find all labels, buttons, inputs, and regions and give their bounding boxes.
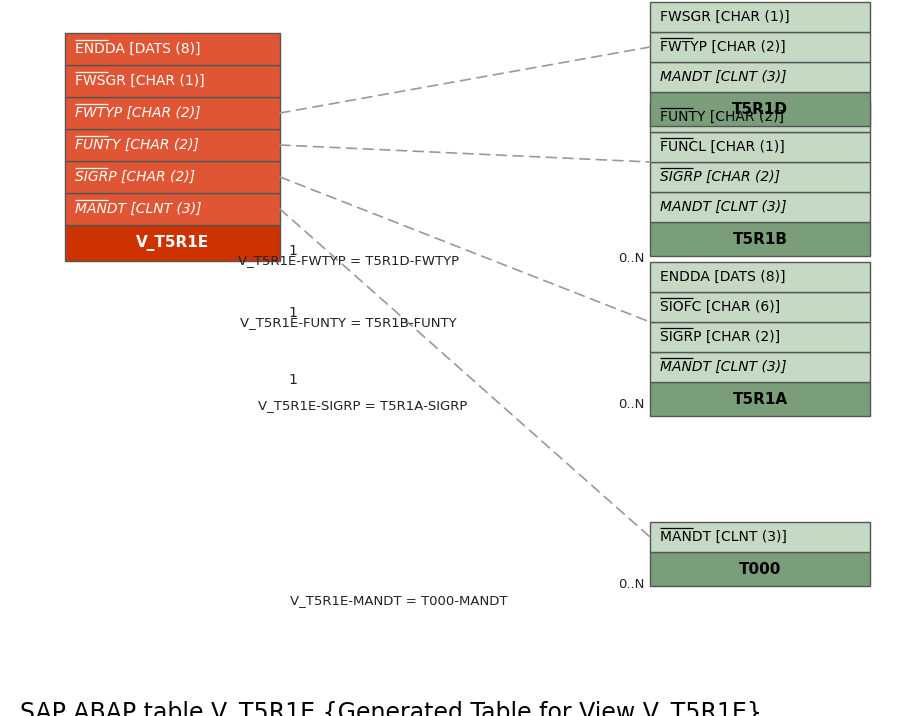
Bar bbox=[65, 97, 280, 129]
Text: MANDT [CLNT (3)]: MANDT [CLNT (3)] bbox=[75, 202, 202, 216]
Text: V_T5R1E-SIGRP = T5R1A-SIGRP: V_T5R1E-SIGRP = T5R1A-SIGRP bbox=[258, 400, 467, 412]
Text: T000: T000 bbox=[739, 561, 781, 576]
Bar bbox=[650, 102, 870, 132]
Text: FWSGR [CHAR (1)]: FWSGR [CHAR (1)] bbox=[75, 74, 204, 88]
Text: T5R1D: T5R1D bbox=[732, 102, 788, 117]
Bar bbox=[650, 382, 870, 416]
Text: SIGRP [CHAR (2)]: SIGRP [CHAR (2)] bbox=[660, 330, 780, 344]
Text: V_T5R1E-MANDT = T000-MANDT: V_T5R1E-MANDT = T000-MANDT bbox=[290, 594, 508, 607]
Bar bbox=[65, 65, 280, 97]
Text: MANDT [CLNT (3)]: MANDT [CLNT (3)] bbox=[660, 200, 787, 214]
Bar bbox=[650, 322, 870, 352]
Bar bbox=[650, 552, 870, 586]
Bar bbox=[650, 162, 870, 192]
Bar bbox=[65, 225, 280, 261]
Bar bbox=[65, 193, 280, 225]
Bar bbox=[650, 222, 870, 256]
Text: 0..N: 0..N bbox=[618, 251, 644, 264]
Text: MANDT [CLNT (3)]: MANDT [CLNT (3)] bbox=[660, 360, 787, 374]
Text: 1: 1 bbox=[288, 306, 297, 320]
Text: FWTYP [CHAR (2)]: FWTYP [CHAR (2)] bbox=[660, 40, 786, 54]
Text: 0..N: 0..N bbox=[618, 579, 644, 591]
Text: SIGRP [CHAR (2)]: SIGRP [CHAR (2)] bbox=[660, 170, 780, 184]
Text: FWSGR [CHAR (1)]: FWSGR [CHAR (1)] bbox=[660, 10, 789, 24]
Text: MANDT [CLNT (3)]: MANDT [CLNT (3)] bbox=[660, 530, 787, 544]
Text: FUNTY [CHAR (2)]: FUNTY [CHAR (2)] bbox=[660, 110, 784, 124]
Bar bbox=[65, 161, 280, 193]
Text: V_T5R1E: V_T5R1E bbox=[136, 235, 209, 251]
Bar bbox=[650, 132, 870, 162]
Text: SIGRP [CHAR (2)]: SIGRP [CHAR (2)] bbox=[75, 170, 195, 184]
Bar bbox=[650, 92, 870, 126]
Text: FUNCL [CHAR (1)]: FUNCL [CHAR (1)] bbox=[660, 140, 785, 154]
Text: 0..N: 0..N bbox=[618, 397, 644, 410]
Bar bbox=[650, 62, 870, 92]
Bar bbox=[650, 522, 870, 552]
Text: SIOFC [CHAR (6)]: SIOFC [CHAR (6)] bbox=[660, 300, 780, 314]
Text: FUNTY [CHAR (2)]: FUNTY [CHAR (2)] bbox=[75, 138, 199, 152]
Bar bbox=[650, 192, 870, 222]
Text: ENDDA [DATS (8)]: ENDDA [DATS (8)] bbox=[75, 42, 201, 56]
Text: MANDT [CLNT (3)]: MANDT [CLNT (3)] bbox=[660, 70, 787, 84]
Bar bbox=[650, 2, 870, 32]
Text: 1: 1 bbox=[288, 244, 297, 258]
Text: V_T5R1E-FUNTY = T5R1B-FUNTY: V_T5R1E-FUNTY = T5R1B-FUNTY bbox=[240, 316, 456, 329]
Bar bbox=[650, 32, 870, 62]
Text: FWTYP [CHAR (2)]: FWTYP [CHAR (2)] bbox=[75, 106, 201, 120]
Bar bbox=[650, 262, 870, 292]
Bar bbox=[65, 33, 280, 65]
Text: T5R1A: T5R1A bbox=[733, 392, 788, 407]
Text: T5R1B: T5R1B bbox=[733, 231, 788, 246]
Text: V_T5R1E-FWTYP = T5R1D-FWTYP: V_T5R1E-FWTYP = T5R1D-FWTYP bbox=[238, 254, 459, 268]
Bar bbox=[650, 292, 870, 322]
Text: ENDDA [DATS (8)]: ENDDA [DATS (8)] bbox=[660, 270, 786, 284]
Text: 1: 1 bbox=[288, 373, 297, 387]
Bar bbox=[65, 129, 280, 161]
Bar bbox=[650, 352, 870, 382]
Text: SAP ABAP table V_T5R1E {Generated Table for View V_T5R1E}: SAP ABAP table V_T5R1E {Generated Table … bbox=[20, 701, 762, 716]
